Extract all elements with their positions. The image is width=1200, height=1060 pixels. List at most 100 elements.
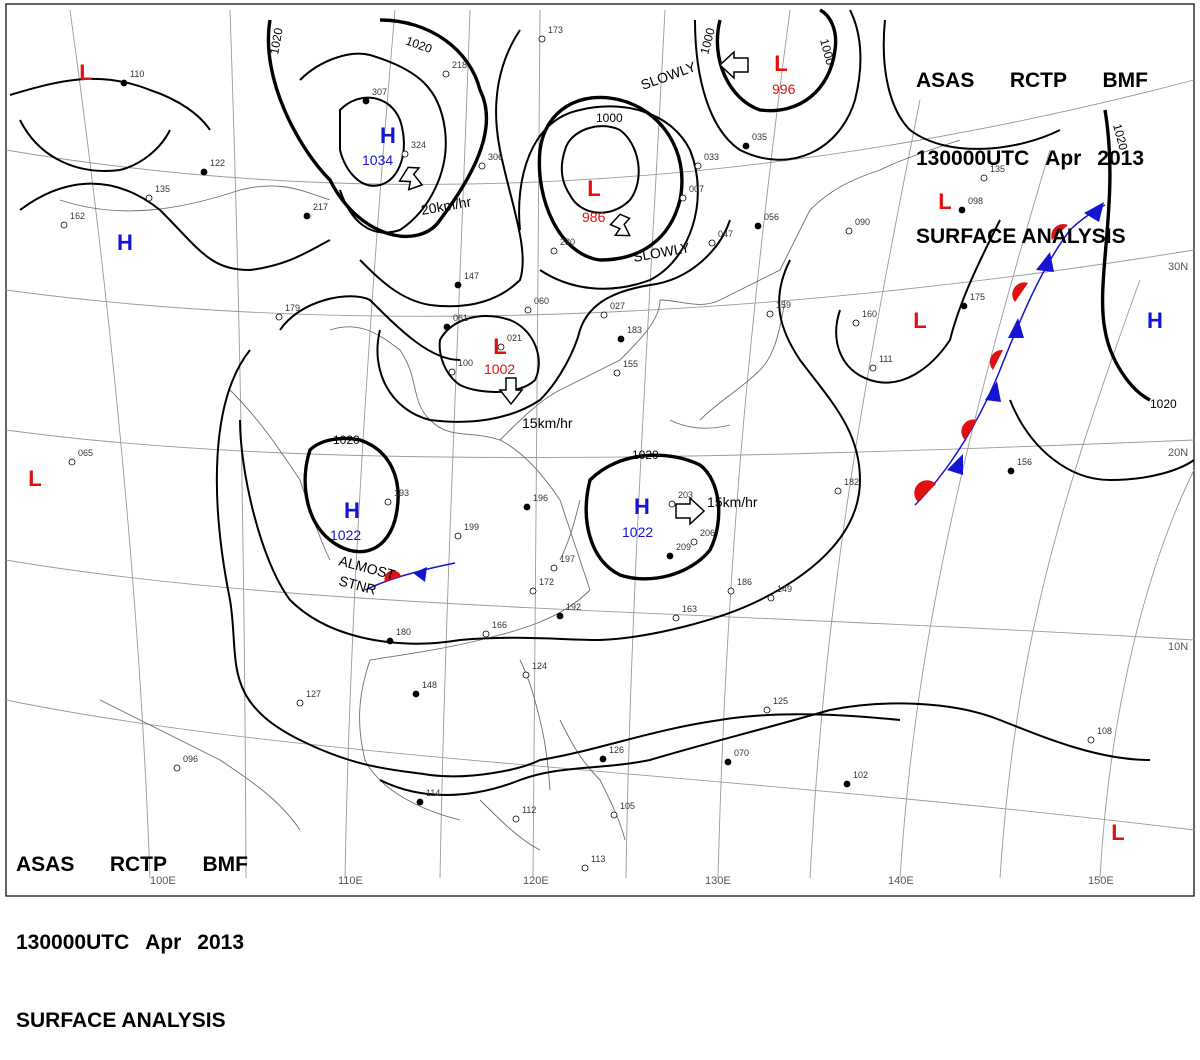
station-pressure: 193 [394,488,409,498]
movement-text: SLOWLY [632,239,692,265]
station-circle [843,780,851,788]
header-time: 130000UTC [16,931,130,954]
header-year: 2013 [197,931,244,954]
header-line-2: 130000UTC Apr 2013 [916,146,1144,172]
station-circle [845,227,853,235]
station-circle [694,162,702,170]
station-pressure: 148 [422,680,437,690]
low-center-symbol: L [79,60,92,85]
station-circle [412,690,420,698]
station-pressure: 096 [183,754,198,764]
station-circle [512,815,520,823]
warm-front-semicircle [384,570,401,582]
station-pressure: 206 [700,528,715,538]
station-circle [482,630,490,638]
header-line-1: ASAS RCTP BMF [16,852,248,878]
move-arrow-4 [498,377,524,406]
station-circle [766,310,774,318]
station-pressure: 135 [990,164,1005,174]
center-pressure-value: 1022 [330,527,361,543]
station-circle [767,594,775,602]
isobar-label: 1020 [1150,397,1177,411]
movement-text: 15km/hr [707,494,758,510]
station-pressure: 035 [752,132,767,142]
station-pressure: 324 [411,140,426,150]
isobar-value-labels: 1020 1020 1000 1000 1000 1020 1020 1020 … [267,26,1177,462]
station-pressure: 126 [609,745,624,755]
high-center-symbol: H [1147,308,1163,333]
station-circle [1087,736,1095,744]
station-pressure: 105 [620,801,635,811]
station-pressure: 061 [453,313,468,323]
station-circle [303,212,311,220]
station-pressure: 307 [372,87,387,97]
longitude-labels: 100E 110E 120E 130E 140E 150E [150,875,1114,887]
station-circle [708,239,716,247]
low-center-symbol: L [493,334,506,359]
low-center-symbol: L [938,189,951,214]
lon-label-140e: 140E [888,875,914,887]
station-pressure: 159 [776,300,791,310]
station-circle [742,142,750,150]
header-bottom: ASAS RCTP BMF 130000UTC Apr 2013 SURFACE… [16,800,248,1060]
high-center-symbol: H [634,494,650,519]
low-center-symbol: L [587,176,600,201]
station-circle [522,671,530,679]
station-pressure: 166 [492,620,507,630]
high-center-symbol: H [344,498,360,523]
isobar-label: 1020 [267,26,285,55]
pressure-centers: H 1034 L 986 L 996 L 1002 H 1022 H 1022 H H L L L L L [28,51,1163,845]
isobar-1000-okhotsk [715,8,838,113]
isobar-1020-south-china [303,436,400,554]
station-circle [617,335,625,343]
station-circle [442,70,450,78]
center-pressure-value: 996 [772,81,796,97]
station-pressure: 183 [627,325,642,335]
pacific-front [914,202,1106,506]
isobars [9,8,1195,796]
station-circle [60,221,68,229]
station-circle [68,458,76,466]
station-circle [401,150,409,158]
station-circle [668,500,676,508]
station-pressure: 056 [764,212,779,222]
station-pressure: 070 [734,748,749,758]
lat-label-10n: 10N [1168,641,1188,653]
surface-analysis-chart: 1020 1020 1000 1000 1000 1020 1020 1020 … [5,3,1195,897]
isobar-label: 1020 [1110,122,1131,152]
station-pressure: 135 [155,184,170,194]
station-pressure: 209 [676,542,691,552]
move-arrow-1 [398,166,424,191]
station-circle [754,222,762,230]
station-circle [443,323,451,331]
station-circle [497,343,505,351]
station-circle [958,206,966,214]
station-pressure: 047 [718,229,733,239]
stationary-front [364,562,456,591]
station-pressure: 112 [522,805,536,815]
station-circle [416,798,424,806]
station-pressure: 196 [533,493,548,503]
isobar-1000-manchuria [537,95,684,262]
lon-label-130e: 130E [705,875,731,887]
lat-label-30n: 30N [1168,261,1188,273]
station-pressure: 160 [862,309,877,319]
station-pressure: 102 [853,770,868,780]
station-circle [454,281,462,289]
warm-front-semicircle [961,419,977,440]
low-center-symbol: L [1111,820,1124,845]
warm-front-semicircle [914,480,936,502]
station-circle [448,368,456,376]
station-circle [763,706,771,714]
warm-front-semicircle [1051,224,1068,240]
station-pressure: 065 [78,448,93,458]
station-circle [173,764,181,772]
cold-front-triangle [1008,318,1024,338]
station-circle [869,364,877,372]
header-product: ASAS [916,69,975,92]
station-circle [600,311,608,319]
station-pressure: 179 [285,303,300,313]
station-circle [523,503,531,511]
header-code: BMF [1102,69,1149,92]
station-pressure: 203 [678,490,693,500]
